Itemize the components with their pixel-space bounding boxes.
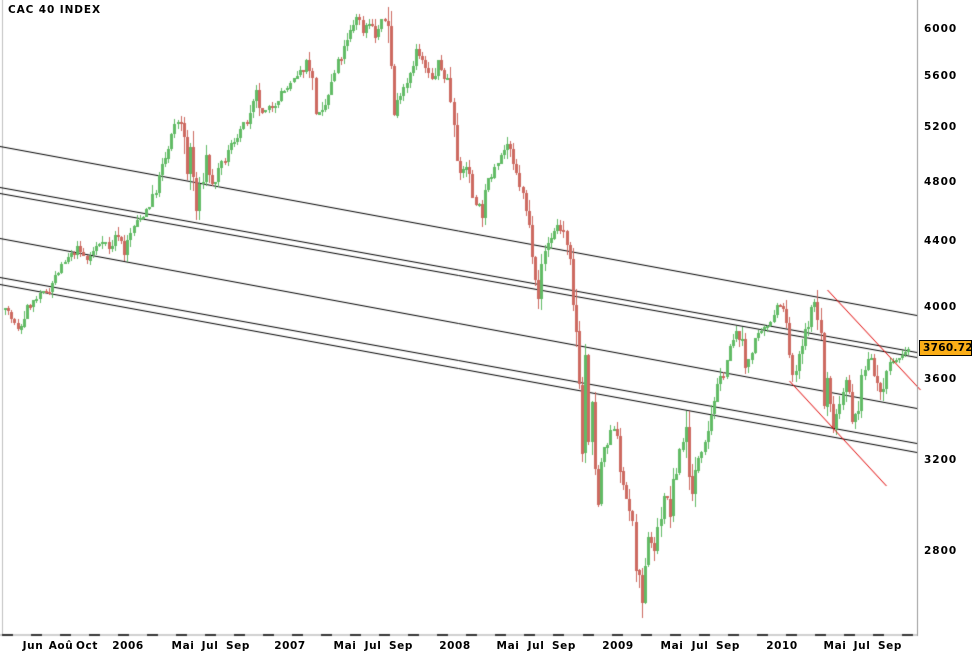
x-axis-tick-label: Sep [226, 640, 250, 652]
x-axis-tick-label: Sep [878, 640, 902, 652]
y-axis-tick-label: 4800 [924, 175, 958, 188]
x-axis-tick-label: Sep [389, 640, 413, 652]
x-axis-tick-label: Mai [171, 640, 195, 652]
x-axis-tick-label: Mai [333, 640, 357, 652]
x-axis-tick-label: 2006 [112, 640, 144, 652]
chart-title: CAC 40 INDEX [8, 4, 101, 16]
x-axis-tick-label: Jul [527, 640, 545, 652]
x-axis-tick-label: Mai [823, 640, 847, 652]
y-axis-tick-label: 5200 [924, 120, 958, 133]
x-axis-tick-label: Oct [76, 640, 98, 652]
x-axis-tick-label: 2009 [602, 640, 634, 652]
x-axis-tick-label: 2007 [274, 640, 306, 652]
x-axis-tick-label: Aoû [48, 640, 74, 652]
x-axis-tick-label: Jun [22, 640, 44, 652]
x-axis-tick-label: Mai [660, 640, 684, 652]
y-axis-tick-label: 5600 [924, 70, 958, 83]
x-axis-tick-label: Jul [691, 640, 709, 652]
y-axis-tick-label: 3200 [924, 453, 958, 466]
last-price-tag: 3760.72 [919, 340, 973, 356]
x-axis-tick-label: Sep [552, 640, 576, 652]
x-axis-tick-label: Jul [364, 640, 382, 652]
x-axis-tick-label: 2008 [439, 640, 471, 652]
x-axis-tick-label: Jul [853, 640, 871, 652]
x-axis-tick-label: 2010 [766, 640, 798, 652]
y-axis-tick-label: 6000 [924, 22, 958, 35]
y-axis-tick-label: 3600 [924, 373, 958, 385]
x-axis-tick-label: Sep [716, 640, 740, 652]
x-axis-tick-label: Jul [201, 640, 219, 652]
x-axis-tick-label: Mai [496, 640, 520, 652]
y-axis-tick-label: 2800 [924, 545, 958, 558]
y-axis-tick-label: 4000 [924, 300, 958, 313]
y-axis-tick-label: 4400 [924, 235, 958, 248]
